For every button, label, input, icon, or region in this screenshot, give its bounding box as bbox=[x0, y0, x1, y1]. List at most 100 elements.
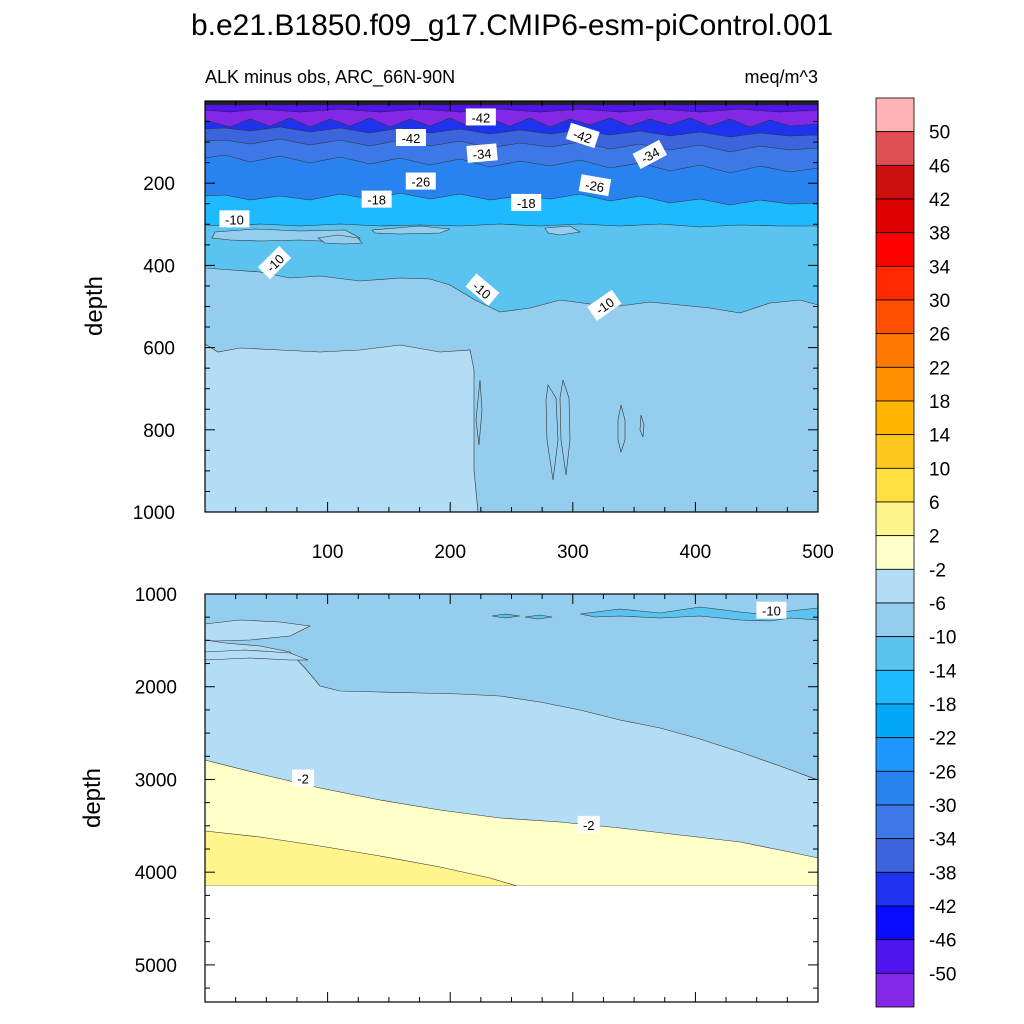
y-tick-label: 1000 bbox=[133, 503, 175, 524]
colorbar-swatch bbox=[875, 838, 915, 873]
colorbar-label: 18 bbox=[929, 392, 950, 413]
colorbar-label: -2 bbox=[929, 560, 946, 581]
colorbar-swatch bbox=[875, 232, 915, 267]
contour-label-text: -42 bbox=[402, 131, 421, 146]
contour-patch bbox=[544, 225, 581, 236]
colorbar-swatch bbox=[875, 636, 915, 671]
contour-label-box bbox=[756, 601, 787, 619]
colorbar-label: -34 bbox=[929, 830, 957, 851]
contour-label-box bbox=[565, 122, 600, 149]
colorbar-swatch bbox=[875, 535, 915, 570]
contour-label-text: -26 bbox=[584, 177, 605, 195]
lower-contour-labels: -2 -2 -10 bbox=[292, 601, 787, 833]
x-tick-label: 200 bbox=[434, 542, 466, 563]
contour-label-box bbox=[465, 108, 496, 126]
x-tick-label: 500 bbox=[802, 542, 834, 563]
contour-label-box bbox=[405, 172, 436, 190]
colorbar-label: 10 bbox=[929, 459, 950, 480]
colorbar-swatch bbox=[875, 568, 915, 604]
contour-label-text: -18 bbox=[367, 193, 386, 208]
contour-label-text: -42 bbox=[571, 126, 594, 146]
colorbar-swatch bbox=[875, 703, 915, 739]
contour-label-text: -2 bbox=[583, 818, 595, 833]
colorbar-label: 38 bbox=[929, 224, 950, 245]
colorbar-label: -26 bbox=[929, 762, 956, 783]
colorbar-swatch bbox=[875, 97, 915, 133]
y-tick-label: 600 bbox=[143, 339, 175, 360]
contour-label-box bbox=[292, 769, 315, 787]
colorbar-swatch bbox=[875, 265, 915, 301]
upper-panel-field: -42-42 -42-34 -34-26 -26-18 -18-10-10-10-10 bbox=[205, 101, 818, 512]
contour-label-box bbox=[361, 190, 392, 208]
contour-label: -2 bbox=[577, 815, 600, 833]
colorbar-label: 30 bbox=[929, 291, 950, 312]
contour-label: -18 bbox=[361, 190, 392, 208]
colorbar-label: 14 bbox=[929, 426, 951, 447]
contour-label-text: -2 bbox=[297, 772, 309, 787]
colorbar-label: -30 bbox=[929, 796, 956, 817]
contour-label: -26 bbox=[405, 172, 436, 190]
band-fill bbox=[524, 614, 553, 620]
contour-label: -10 bbox=[219, 210, 250, 228]
colorbar-label: 6 bbox=[929, 493, 940, 514]
colorbar-label: 2 bbox=[929, 527, 940, 548]
contour-patch bbox=[559, 379, 571, 476]
colorbar-swatch bbox=[875, 333, 915, 368]
colorbar-swatch bbox=[875, 434, 915, 469]
no-data-region bbox=[205, 886, 818, 1002]
colorbar-swatch bbox=[875, 198, 915, 234]
colorbar-swatch bbox=[875, 669, 915, 705]
contour-label-box bbox=[395, 128, 426, 146]
upper-x-axis: 100 200 300 400 500 bbox=[204, 101, 834, 563]
colorbar-label: -38 bbox=[929, 863, 956, 884]
y-tick-label: 3000 bbox=[135, 770, 177, 791]
colorbar-label: -6 bbox=[929, 594, 946, 615]
colorbar-swatch bbox=[875, 299, 915, 335]
colorbar-swatch bbox=[875, 501, 915, 537]
lower-y-axis: 1000 2000 3000 4000 5000 bbox=[135, 585, 818, 989]
x-tick-label: 300 bbox=[557, 542, 589, 563]
colorbar-label: 22 bbox=[929, 358, 950, 379]
contour-label: -34 bbox=[466, 143, 498, 163]
colorbar-swatch bbox=[875, 804, 915, 840]
contour-label-box bbox=[578, 174, 612, 197]
colorbar-label: -46 bbox=[929, 931, 956, 952]
y-tick-label: 5000 bbox=[135, 956, 177, 977]
colorbar-swatch bbox=[875, 366, 915, 402]
colorbar-label: 46 bbox=[929, 156, 950, 177]
colorbar-swatch bbox=[875, 131, 915, 166]
colorbar-swatch bbox=[875, 164, 915, 200]
chart-title: b.e21.B1850.f09_g17.CMIP6-esm-piControl.… bbox=[191, 9, 833, 42]
colorbar: 50 46 42 38 34 30 26 22 18 14 10 6 2 -2 -6 -10 -14 -18 -22… bbox=[875, 97, 957, 1008]
colorbar-label: -14 bbox=[929, 661, 957, 682]
colorbar-swatch bbox=[875, 737, 915, 772]
subtitle-right: meq/m^3 bbox=[745, 67, 818, 87]
contour-label: -2 bbox=[292, 769, 315, 787]
contour-label-box bbox=[466, 143, 498, 163]
colorbar-label: 34 bbox=[929, 257, 951, 278]
upper-y-axis: 200 400 600 800 1000 bbox=[133, 100, 818, 524]
contour-label: -42 bbox=[565, 122, 600, 149]
upper-contour-labels: -42-42 -42-34 -34-26 -26-18 -18-10-10-10-10 bbox=[219, 108, 668, 321]
y-tick-label: 200 bbox=[143, 174, 175, 195]
contour-label-text: -42 bbox=[471, 110, 490, 125]
lower-y-label: depth bbox=[79, 768, 106, 828]
x-tick-label: 400 bbox=[680, 542, 712, 563]
contour-label: -26 bbox=[578, 174, 612, 197]
contour-label-text: -10 bbox=[762, 604, 781, 619]
colorbar-label: 26 bbox=[929, 325, 950, 346]
colorbar-swatch bbox=[875, 467, 915, 503]
y-tick-label: 4000 bbox=[135, 863, 177, 884]
lower-x-axis bbox=[204, 594, 819, 1002]
colorbar-swatch bbox=[875, 871, 915, 907]
colorbar-label: -10 bbox=[929, 628, 956, 649]
contour-label-box bbox=[465, 273, 500, 306]
colorbar-swatch bbox=[875, 400, 915, 436]
y-tick-label: 1000 bbox=[135, 585, 177, 606]
colorbar-label: -42 bbox=[929, 897, 956, 918]
contour-label-text: -26 bbox=[411, 175, 430, 190]
contour-label-box bbox=[511, 193, 542, 211]
contour-label-box bbox=[577, 815, 600, 833]
colorbar-swatch bbox=[875, 939, 915, 974]
contour-patch bbox=[545, 384, 559, 481]
